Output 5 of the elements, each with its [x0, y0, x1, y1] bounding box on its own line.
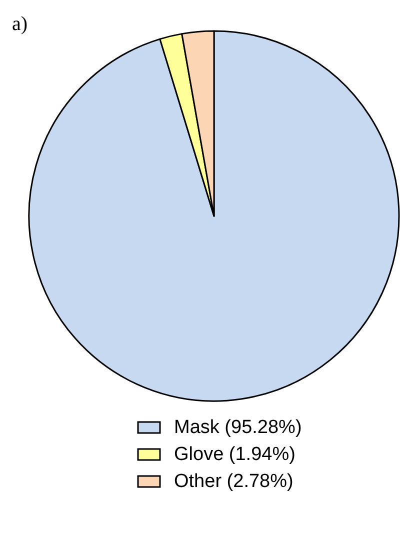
legend-label: Mask (95.28%)	[174, 417, 302, 438]
pie-slice	[28, 30, 400, 402]
legend-label: Other (2.78%)	[174, 471, 294, 492]
chart-title: a)	[12, 13, 28, 35]
legend-label: Glove (1.94%)	[174, 444, 296, 466]
